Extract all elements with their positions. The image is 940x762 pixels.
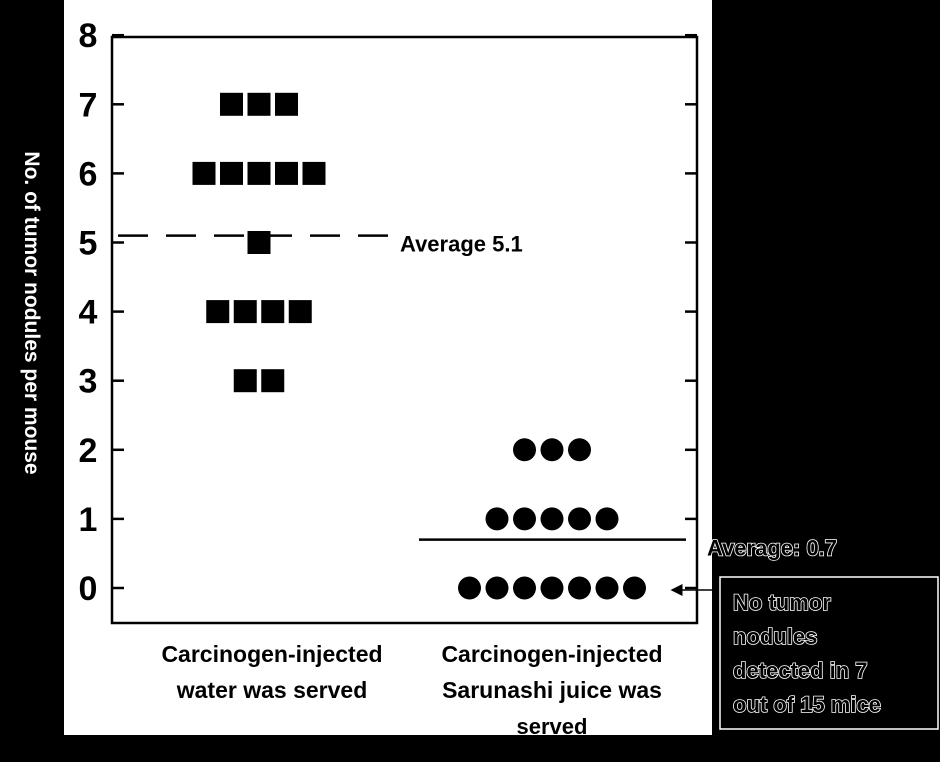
data-point-square [206,300,230,324]
data-point-circle [623,576,646,600]
data-point-square [233,369,257,393]
annotation-text-line: No tumor [733,590,831,615]
data-point-square [261,369,285,393]
average-lines: Average 5.1 Average: 0.7 [118,232,838,561]
no-tumor-annotation: No tumor nodules detected in 7 out of 15 mi… [670,576,939,730]
y-tick-label: 8 [79,17,98,55]
data-point-square [261,300,285,324]
data-point-circle [568,576,591,600]
y-tick-label: 1 [79,501,98,539]
data-point-circle [540,507,564,531]
data-point-square [233,300,257,324]
plot-area-frame [110,35,699,625]
y-tick-label: 4 [79,294,98,332]
category-labels: Carcinogen-injected water was served Carci… [161,641,662,740]
y-tick-label: 7 [79,86,98,124]
y-axis: 0 1 2 3 4 5 6 7 8 [79,17,697,608]
y-tick-label: 5 [79,225,98,263]
annotation-box [719,576,939,730]
data-point-circle [540,576,564,600]
data-point-square [247,92,271,116]
data-point-square [275,161,298,185]
data-point-circle [595,576,619,600]
data-point-circle [458,576,481,600]
data-point-square [247,231,271,254]
y-axis-label: No. of tumor nodules per mouse [20,151,43,474]
data-point-square [220,161,243,185]
average-label-juice: Average: 0.7 [707,536,837,561]
data-point-circle [595,507,619,531]
data-point-square [192,161,216,185]
data-point-square [275,92,298,116]
average-label-water: Average 5.1 [400,232,523,257]
data-point-square [302,161,326,185]
data-point-square [247,161,271,185]
annotation-text-line: detected in 7 [733,658,867,683]
y-tick-label: 3 [79,363,98,401]
data-points [192,92,646,600]
category-label-line: Carcinogen-injected [161,641,382,667]
annotation-text-line: out of 15 mice [733,692,881,717]
data-point-circle [513,507,536,531]
data-point-circle [513,438,536,462]
data-point-square [288,300,312,324]
data-point-circle [540,438,564,462]
data-point-circle [485,507,509,531]
data-point-circle [568,507,591,531]
data-point-square [220,92,243,116]
y-tick-label: 0 [79,570,98,608]
y-tick-label: 6 [79,155,98,193]
category-label-line: served [517,714,588,739]
data-point-circle [485,576,509,600]
data-point-circle [513,576,536,600]
category-label-line: Sarunashi juice was [442,677,662,703]
data-point-circle [568,438,591,462]
chart-panel [64,0,712,735]
category-label-line: Carcinogen-injected [441,641,662,667]
y-tick-label: 2 [79,432,98,470]
category-label-line: water was served [176,677,368,703]
annotation-text-line: nodules [733,624,817,649]
